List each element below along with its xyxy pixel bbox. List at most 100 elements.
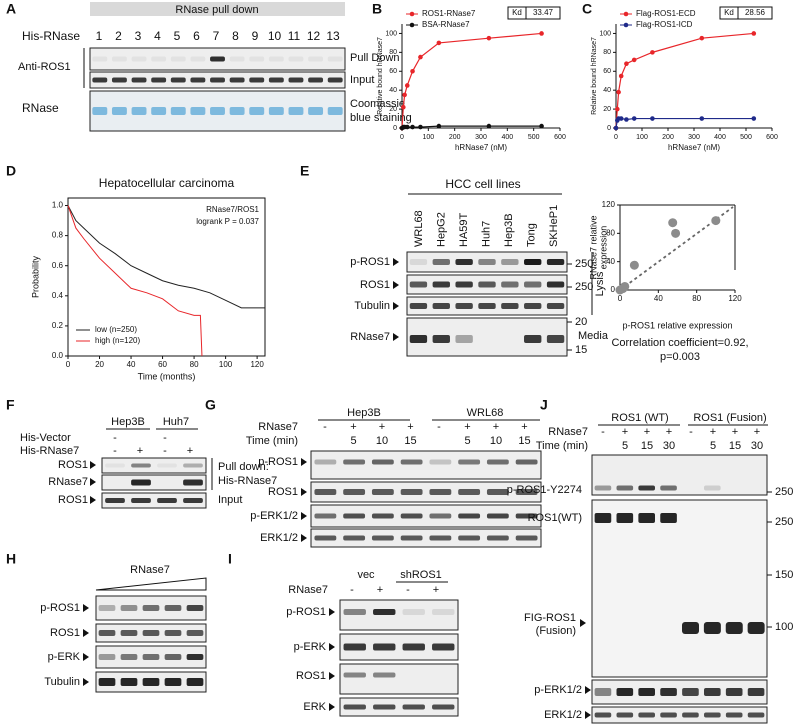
sign: + — [464, 421, 470, 433]
legend-marker — [623, 11, 629, 17]
data-point — [631, 57, 637, 63]
lane-label: Huh7 — [480, 221, 492, 247]
lane-label: 2 — [115, 29, 122, 43]
y-axis-label: Relative bound hRNase7 — [591, 37, 598, 115]
x-tick-label: 600 — [766, 134, 778, 141]
band — [186, 678, 204, 686]
band — [616, 485, 634, 491]
x-tick-label: 120 — [250, 360, 264, 369]
label: RNase7 — [258, 421, 298, 433]
band — [343, 489, 366, 495]
panel-letter: E — [300, 163, 309, 179]
row-label: p-ROS1 — [40, 602, 80, 614]
band — [120, 605, 138, 611]
sign: + — [137, 445, 143, 457]
x-tick-label: 60 — [158, 360, 167, 369]
band — [170, 107, 186, 115]
time: 30 — [663, 440, 675, 452]
data-point — [618, 73, 624, 79]
data-point — [613, 125, 619, 131]
time: 5 — [464, 435, 470, 447]
data-point — [616, 89, 621, 95]
label: RNase — [22, 101, 59, 115]
panel-letter: F — [6, 397, 15, 413]
size-marker: 150 — [775, 569, 793, 581]
y-tick-label: 1.0 — [52, 201, 64, 210]
band — [229, 77, 245, 83]
band — [660, 688, 677, 696]
band — [616, 513, 634, 523]
row-label: ROS1 — [50, 627, 80, 639]
legend-label: high (n=120) — [95, 336, 140, 345]
kd-box — [719, 6, 773, 20]
size-marker: 250 — [775, 516, 793, 528]
y-tick-label: 80 — [603, 49, 611, 56]
annotation: RNase7/ROS1 — [206, 205, 259, 214]
kd-label: Kd — [724, 8, 734, 17]
row-label: p-ERK1/2 — [534, 684, 582, 696]
label: shROS1 — [400, 569, 442, 581]
gradient-wedge — [95, 577, 207, 591]
band — [111, 77, 127, 83]
row-label: Tubulin — [44, 676, 80, 688]
x-tick-label: 0 — [66, 360, 71, 369]
band — [546, 259, 565, 265]
x-axis-label: Time (months) — [138, 371, 196, 381]
y-tick-label: 60 — [389, 68, 397, 75]
data-point — [410, 124, 415, 130]
band — [660, 712, 677, 718]
data-point — [486, 123, 492, 129]
label: Lysis — [594, 271, 606, 296]
label: Pull Down — [350, 52, 400, 64]
label: ROS1 (WT) — [611, 412, 668, 424]
x-tick-label: 40 — [127, 360, 136, 369]
band — [92, 56, 108, 62]
arrowhead — [83, 678, 89, 686]
panel-letter: J — [540, 397, 548, 413]
band — [131, 479, 151, 486]
band — [268, 56, 284, 62]
lane-label: HA59T — [458, 212, 470, 247]
band — [249, 77, 265, 83]
sign: + — [350, 421, 356, 433]
x-tick-label: 100 — [636, 134, 648, 141]
arrowhead — [301, 488, 307, 496]
sign: - — [437, 421, 441, 433]
arrowhead — [393, 302, 399, 310]
size-marker: 250 — [575, 281, 593, 293]
band — [455, 303, 473, 309]
lane-label: 5 — [174, 29, 181, 43]
data-point — [401, 104, 406, 110]
time: 15 — [641, 440, 653, 452]
band — [164, 605, 182, 611]
x-tick-label: 600 — [554, 134, 566, 141]
band — [429, 513, 452, 519]
size-marker: 250 — [775, 486, 793, 498]
label: Pull down: — [218, 461, 269, 473]
row-label: p-ROS1 — [286, 606, 326, 618]
band — [268, 77, 284, 83]
x-tick-label: 100 — [219, 360, 233, 369]
x-tick-label: 20 — [95, 360, 104, 369]
band — [249, 56, 265, 62]
band — [501, 303, 519, 309]
arrowhead — [585, 711, 591, 719]
x-tick-label: 80 — [692, 294, 701, 303]
x-tick-label: 300 — [688, 134, 700, 141]
row-label: ERK1/2 — [544, 709, 582, 721]
y-tick-label: 40 — [603, 87, 611, 94]
data-point — [629, 260, 639, 270]
band — [400, 489, 423, 495]
label: RNase7 — [548, 426, 588, 438]
sign: - — [406, 584, 410, 596]
band — [616, 712, 634, 718]
data-point — [699, 35, 705, 41]
label: Huh7 — [163, 416, 189, 428]
label: HCC cell lines — [445, 177, 520, 191]
x-tick-label: 40 — [654, 294, 663, 303]
data-point — [631, 116, 637, 121]
band — [524, 259, 542, 265]
y-tick-label: 40 — [606, 257, 615, 266]
label: Media — [578, 330, 609, 342]
